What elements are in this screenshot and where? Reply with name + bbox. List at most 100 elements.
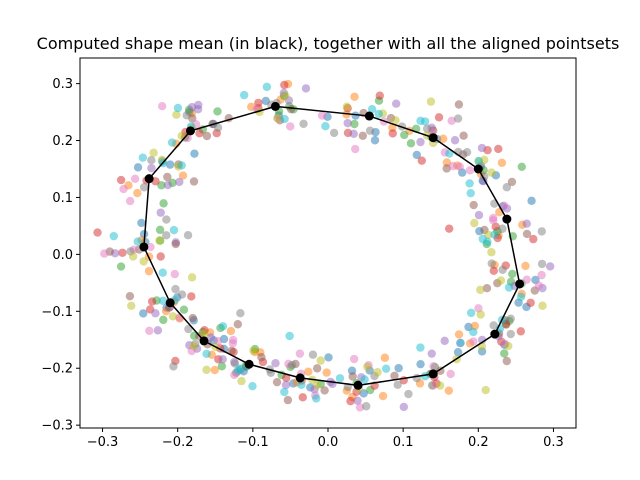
pointset-point [173,103,183,113]
pointset-point [469,327,478,337]
pointset-point [477,335,487,345]
pointset-point [298,393,307,402]
pointset-point [502,183,512,192]
pointset-point [504,283,514,292]
pointset-point [420,117,430,126]
pointset-point [202,131,212,141]
pointset-point [400,130,409,140]
pointset-point [349,129,358,138]
pointset-point [508,269,517,279]
pointset-point [163,172,172,182]
pointset-point [482,284,492,293]
pointset-point [353,396,362,405]
pointset-point [350,144,360,154]
mean-shape-point [270,101,280,111]
pointset-point [237,376,246,386]
pointset-point [442,158,452,167]
pointset-point [489,266,498,276]
pointset-point [169,362,178,371]
pointset-point [210,365,219,375]
pointset-point [394,363,403,373]
pointset-point [213,107,222,116]
x-tick-label: −0.2 [162,435,194,450]
pointset-point [537,227,546,236]
pointset-point [355,403,365,412]
mean-shape-point [428,133,438,143]
pointset-point [116,175,126,185]
pointset-point [128,252,138,261]
pointset-point [249,346,258,355]
pointset-point [453,114,463,123]
mean-shape-point [165,298,175,308]
pointset-point [226,326,236,336]
pointset-point [177,161,186,170]
pointset-point [436,381,445,390]
pointset-point [404,389,413,399]
pointset-point [139,257,148,266]
pointset-point [320,386,329,395]
pointset-point [156,208,165,217]
pointset-point [280,80,289,90]
pointset-point [280,114,289,124]
pointset-point [144,266,154,276]
pointset-point [170,269,179,279]
pointset-point [476,310,485,319]
pointset-point [476,285,485,295]
pointset-point [257,352,266,362]
pointset-point [422,124,432,133]
pointset-point [100,249,109,258]
pointset-point [375,91,384,100]
pointset-point [381,364,391,373]
pointset-point [162,231,171,240]
pointset-point [445,224,454,233]
pointset-point [507,177,517,187]
pointset-point [469,337,478,346]
pointset-point [312,394,321,403]
pointset-point [417,156,427,165]
x-tick-label: 0.1 [393,435,414,450]
pointset-point [178,171,188,180]
pointset-point [163,180,173,190]
pointset-point [522,229,532,239]
pointset-point [316,356,325,365]
pointset-point [194,100,203,110]
pointset-point [497,158,507,168]
pointset-point [286,104,296,114]
pointset-point [362,402,371,411]
pointset-point [281,380,291,390]
pointset-point [444,386,454,395]
mean-shape-point [428,369,438,379]
pointset-point [454,100,464,109]
x-tick-label: −0.3 [87,435,119,450]
mean-shape-layer [139,101,525,390]
pointset-point [146,242,155,252]
pointset-point [233,320,243,329]
pointset-point [169,225,179,235]
pointset-point [489,321,498,330]
pointset-point [187,292,196,301]
pointset-point [147,297,157,306]
pointset-point [346,396,355,406]
pointset-point [516,292,526,302]
pointset-point [370,136,380,145]
pointset-point [312,364,322,373]
pointset-point [416,359,425,369]
pointset-point [393,380,402,389]
pointset-point [321,121,330,131]
pointset-point [474,156,483,166]
pointset-point [521,261,530,271]
pointset-point [157,101,167,111]
pointset-point [360,375,369,384]
x-tick-label: −0.1 [237,435,269,450]
x-tick-label: 0.2 [468,435,489,450]
pointset-point [450,136,460,145]
pointset-point [517,162,526,171]
y-tick-label: 0.2 [52,134,73,149]
mean-shape-point [502,214,512,224]
pointset-point [477,342,487,351]
pointset-point [202,349,211,359]
pointset-point [156,252,165,261]
pointset-point [248,382,257,391]
pointset-point [297,380,306,389]
